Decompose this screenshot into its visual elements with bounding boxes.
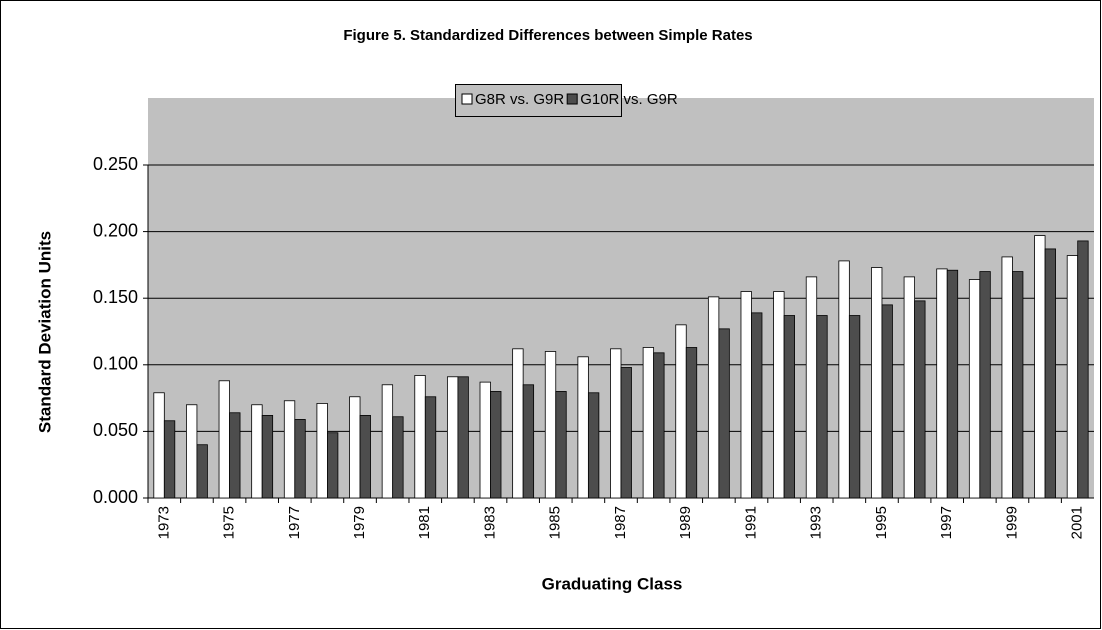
bar — [936, 268, 948, 499]
bar — [718, 328, 730, 499]
legend-swatch — [566, 93, 578, 105]
bar — [642, 347, 655, 499]
bar — [457, 376, 469, 499]
bar — [783, 315, 796, 499]
bar — [490, 391, 502, 499]
bar — [1034, 235, 1046, 499]
chart-title: Figure 5. Standardized Differences betwe… — [343, 27, 752, 44]
x-tick-label: 1991 — [742, 506, 759, 539]
bar — [316, 403, 328, 499]
x-tick-label: 1993 — [808, 506, 825, 539]
bar — [903, 276, 915, 499]
y-tick-label: 0.150 — [93, 287, 138, 307]
bar — [186, 404, 198, 499]
x-tick-label: 1995 — [873, 506, 890, 539]
bar — [555, 391, 567, 499]
bar — [261, 415, 274, 499]
bar — [946, 269, 959, 499]
bar — [675, 324, 687, 499]
y-tick-label: 0.050 — [93, 420, 138, 440]
x-tick-label: 1975 — [221, 506, 238, 539]
bar — [610, 348, 622, 499]
bar — [751, 312, 763, 499]
bar — [914, 300, 926, 499]
bar — [414, 375, 426, 499]
bar — [479, 381, 491, 499]
bar — [653, 352, 665, 499]
bar — [773, 291, 785, 499]
bar — [446, 376, 459, 499]
bar — [424, 396, 437, 499]
bar — [620, 367, 632, 499]
bar — [153, 392, 165, 499]
bar — [871, 267, 883, 499]
y-tick-label: 0.100 — [93, 354, 138, 374]
bar — [196, 444, 208, 499]
bar — [218, 380, 230, 499]
bar — [349, 396, 361, 499]
legend-swatch — [461, 93, 473, 105]
bar — [1012, 271, 1024, 499]
bar — [1077, 240, 1089, 499]
bar — [740, 291, 752, 499]
bar — [1044, 248, 1056, 499]
bar — [163, 420, 176, 499]
bar — [283, 400, 296, 499]
y-tick-label: 0.200 — [93, 220, 138, 240]
bar — [577, 356, 589, 499]
y-tick-label: 0.250 — [93, 154, 138, 174]
x-tick-label: 1983 — [481, 506, 498, 539]
x-tick-label: 1997 — [938, 506, 955, 539]
bar — [685, 347, 698, 499]
bar — [979, 271, 991, 499]
legend-label: G10R vs. G9R — [580, 91, 678, 108]
bar — [968, 279, 981, 499]
bar — [1001, 256, 1013, 499]
bar — [512, 348, 524, 499]
x-tick-label: 1973 — [155, 506, 172, 539]
bar — [587, 392, 600, 499]
bar — [848, 315, 861, 499]
bar — [838, 260, 850, 499]
bar — [881, 304, 893, 499]
x-tick-label: 1987 — [612, 506, 629, 539]
bar — [1066, 255, 1079, 499]
bar — [392, 416, 404, 499]
x-tick-label: 1977 — [286, 506, 303, 539]
bar — [359, 415, 371, 499]
bar — [294, 419, 306, 499]
bar — [229, 412, 241, 499]
bar — [327, 432, 339, 499]
x-tick-label: 1989 — [677, 506, 694, 539]
x-tick-label: 1979 — [351, 506, 368, 539]
x-tick-label: 1999 — [1003, 506, 1020, 539]
x-tick-label: 2001 — [1069, 506, 1086, 539]
legend-label: G8R vs. G9R — [475, 91, 564, 108]
x-tick-label: 1981 — [416, 506, 433, 539]
y-axis-title: Standard Deviation Units — [35, 231, 54, 433]
x-tick-label: 1985 — [547, 506, 564, 539]
bar — [805, 276, 818, 499]
bar — [381, 384, 394, 499]
bar — [522, 384, 535, 499]
bar — [816, 315, 828, 499]
y-tick-label: 0.000 — [93, 487, 138, 507]
legend-box — [455, 84, 622, 117]
x-axis-title: Graduating Class — [542, 574, 683, 593]
bar — [251, 404, 263, 499]
bar — [707, 296, 720, 499]
bar — [544, 351, 557, 499]
